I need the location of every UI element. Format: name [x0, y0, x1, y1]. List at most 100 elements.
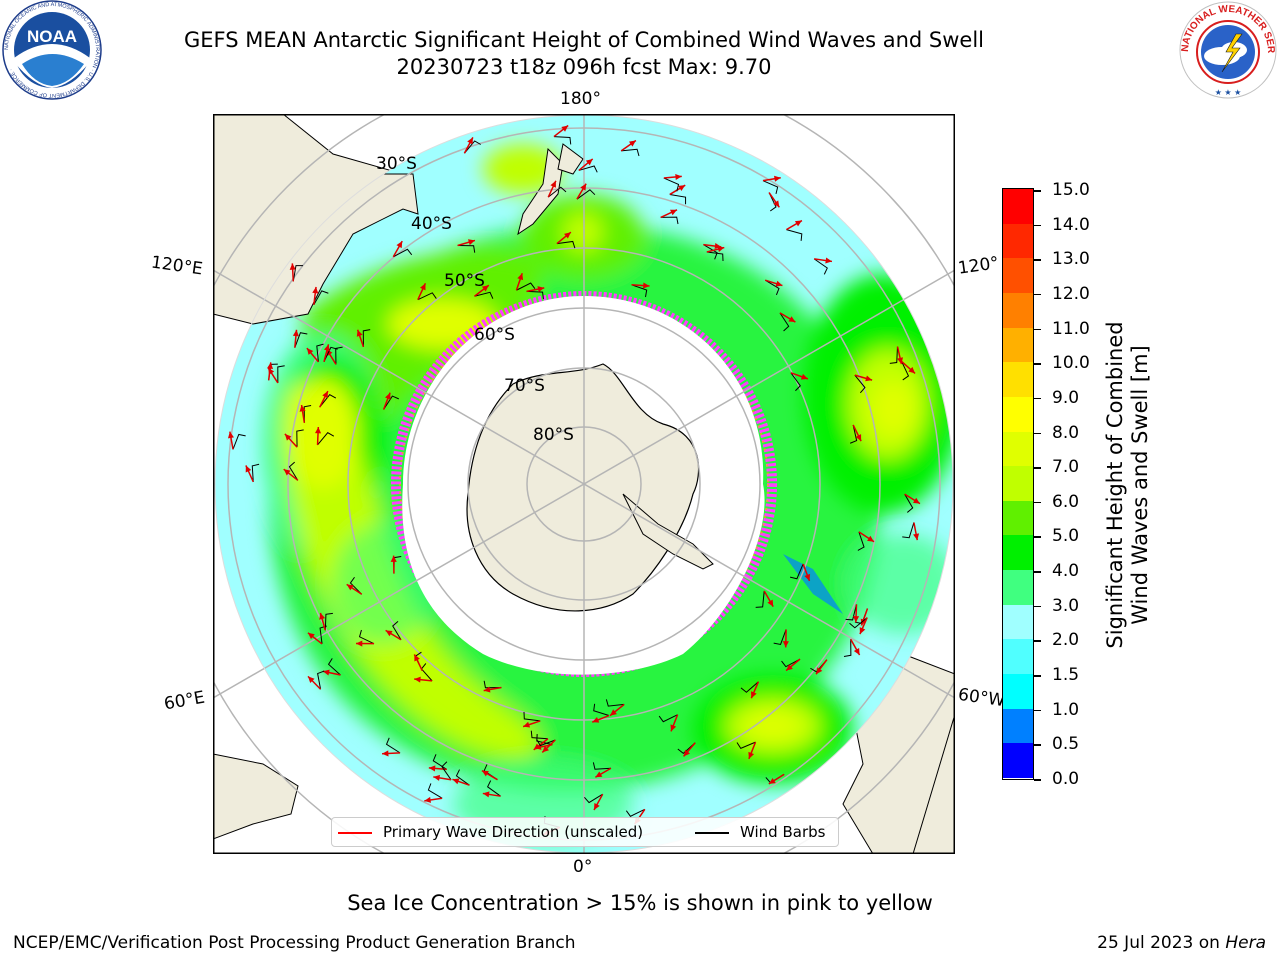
vector-glyph: [578, 158, 598, 173]
colorbar-band: [1003, 431, 1033, 467]
vector-glyph: [854, 374, 873, 394]
colorbar-band: [1003, 500, 1033, 536]
colorbar-tick-mark: [1034, 432, 1041, 435]
vector-glyph: [382, 737, 401, 757]
vector-glyph: [786, 219, 803, 241]
colorbar-band: [1003, 570, 1033, 606]
antarctica: [466, 363, 700, 612]
vector-glyph: [283, 461, 299, 481]
lon-label-120w: 120°: [956, 253, 1001, 279]
vector-glyph: [810, 659, 828, 675]
vector-glyph: [677, 742, 696, 757]
wind-barbs-legend-line: [695, 832, 729, 834]
vector-glyph: [245, 463, 260, 483]
vector-glyph: [755, 590, 774, 608]
vector-glyph: [312, 286, 329, 306]
vector-glyph: [789, 563, 811, 582]
lat-label-80s: 80°S: [533, 425, 574, 445]
vector-glyph: [779, 312, 796, 332]
colorbar-label: Significant Height of Combined Wind Waves…: [1103, 321, 1152, 649]
vector-glyph: [382, 392, 399, 410]
vector-glyph: [483, 680, 502, 693]
vector-glyph: [530, 730, 549, 751]
vector-glyph: [457, 239, 476, 253]
colorbar-band: [1003, 396, 1033, 433]
vector-glyph: [390, 555, 402, 574]
nws-logo: NATIONAL WEATHER SERVICE ★ ★ ★: [1176, 0, 1277, 99]
vector-glyph: [392, 240, 413, 258]
colorbar-tick-mark: [1034, 501, 1041, 504]
colorbar-tick-mark: [1034, 675, 1041, 677]
wave-direction-legend-line: [338, 832, 372, 834]
vector-glyph: [227, 431, 246, 450]
colorbar-tick-label: 5.0: [1052, 526, 1080, 547]
colorbar-tick-label: 0.5: [1052, 734, 1080, 755]
lat-label-50s: 50°S: [444, 271, 485, 291]
colorbar-tick-mark: [1034, 259, 1041, 261]
vector-glyph: [319, 390, 337, 408]
vector-glyph: [474, 284, 494, 299]
colorbar-tick-mark: [1034, 293, 1041, 296]
colorbar-tick-mark: [1034, 363, 1041, 365]
vector-glyph: [315, 426, 335, 446]
colorbar-tick-label: 9.0: [1052, 387, 1080, 408]
vector-glyph: [762, 175, 781, 194]
vector-glyph: [536, 739, 556, 753]
chart-subtitle: 20230723 t18z 096h fcst Max: 9.70: [396, 55, 772, 79]
colorbar-tick-mark: [1034, 605, 1041, 608]
vector-glyph: [322, 658, 341, 676]
lon-label-60w: 60°W: [956, 684, 1007, 712]
lat-label-30s: 30°S: [376, 154, 417, 174]
wind-barbs-legend-label: Wind Barbs: [740, 823, 826, 841]
colorbar-tick-mark: [1034, 467, 1041, 469]
colorbar-tick-mark: [1034, 640, 1041, 642]
vector-glyph: [764, 279, 783, 296]
colorbar-band: [1003, 604, 1033, 640]
vector-glyph: [547, 180, 567, 198]
vector-glyph: [515, 272, 536, 291]
colorbar-tick-label: 14.0: [1052, 214, 1090, 235]
vector-glyph: [591, 703, 610, 723]
vector-glyph: [706, 246, 725, 262]
vector-glyph: [417, 283, 437, 301]
vector-glyph: [356, 329, 371, 348]
svg-text:★ ★ ★: ★ ★ ★: [1215, 88, 1242, 97]
colorbar-tick-mark: [1034, 744, 1041, 746]
colorbar-band: [1003, 743, 1033, 779]
lat-label-70s: 70°S: [504, 376, 545, 396]
vector-glyph: [526, 286, 545, 300]
vector-glyph: [660, 209, 679, 225]
colorbar-band: [1003, 189, 1033, 225]
vector-glyph: [481, 764, 498, 781]
colorbar-tick-label: 7.0: [1052, 457, 1080, 478]
wave-direction-and-wind-barbs: [227, 124, 921, 836]
lon-label-60e: 60°E: [162, 687, 207, 715]
vector-glyph: [813, 257, 833, 275]
colorbar-tick-mark: [1034, 571, 1041, 573]
colorbar-tick-label: 4.0: [1052, 561, 1080, 582]
map-legend: Primary Wave Direction (unscaled) Wind B…: [331, 817, 839, 847]
colorbar-band: [1003, 674, 1033, 710]
noaa-text: NOAA: [27, 27, 77, 46]
footer-date: 25 Jul 2023 on Hera: [1097, 933, 1266, 953]
footer-host: Hera: [1225, 933, 1266, 953]
colorbar-band: [1003, 362, 1033, 398]
colorbar-tick-mark: [1034, 328, 1041, 331]
vector-glyph: [299, 404, 312, 423]
colorbar-band: [1003, 292, 1033, 329]
vector-glyph: [620, 139, 640, 157]
vector-glyph: [306, 343, 324, 363]
vector-glyph: [522, 711, 541, 728]
colorbar-tick-mark: [1034, 190, 1041, 192]
vector-glyph: [790, 372, 809, 392]
colorbar-band: [1003, 535, 1033, 571]
colorbar-band: [1003, 327, 1033, 363]
colorbar-band: [1003, 223, 1033, 259]
vector-glyph: [319, 612, 333, 631]
vector-glyph: [857, 531, 875, 551]
colorbar: [1002, 188, 1034, 780]
vector-glyph: [904, 493, 921, 513]
vector-glyph: [768, 192, 780, 212]
lat-label-40s: 40°S: [411, 214, 452, 234]
vector-glyph: [605, 699, 625, 717]
